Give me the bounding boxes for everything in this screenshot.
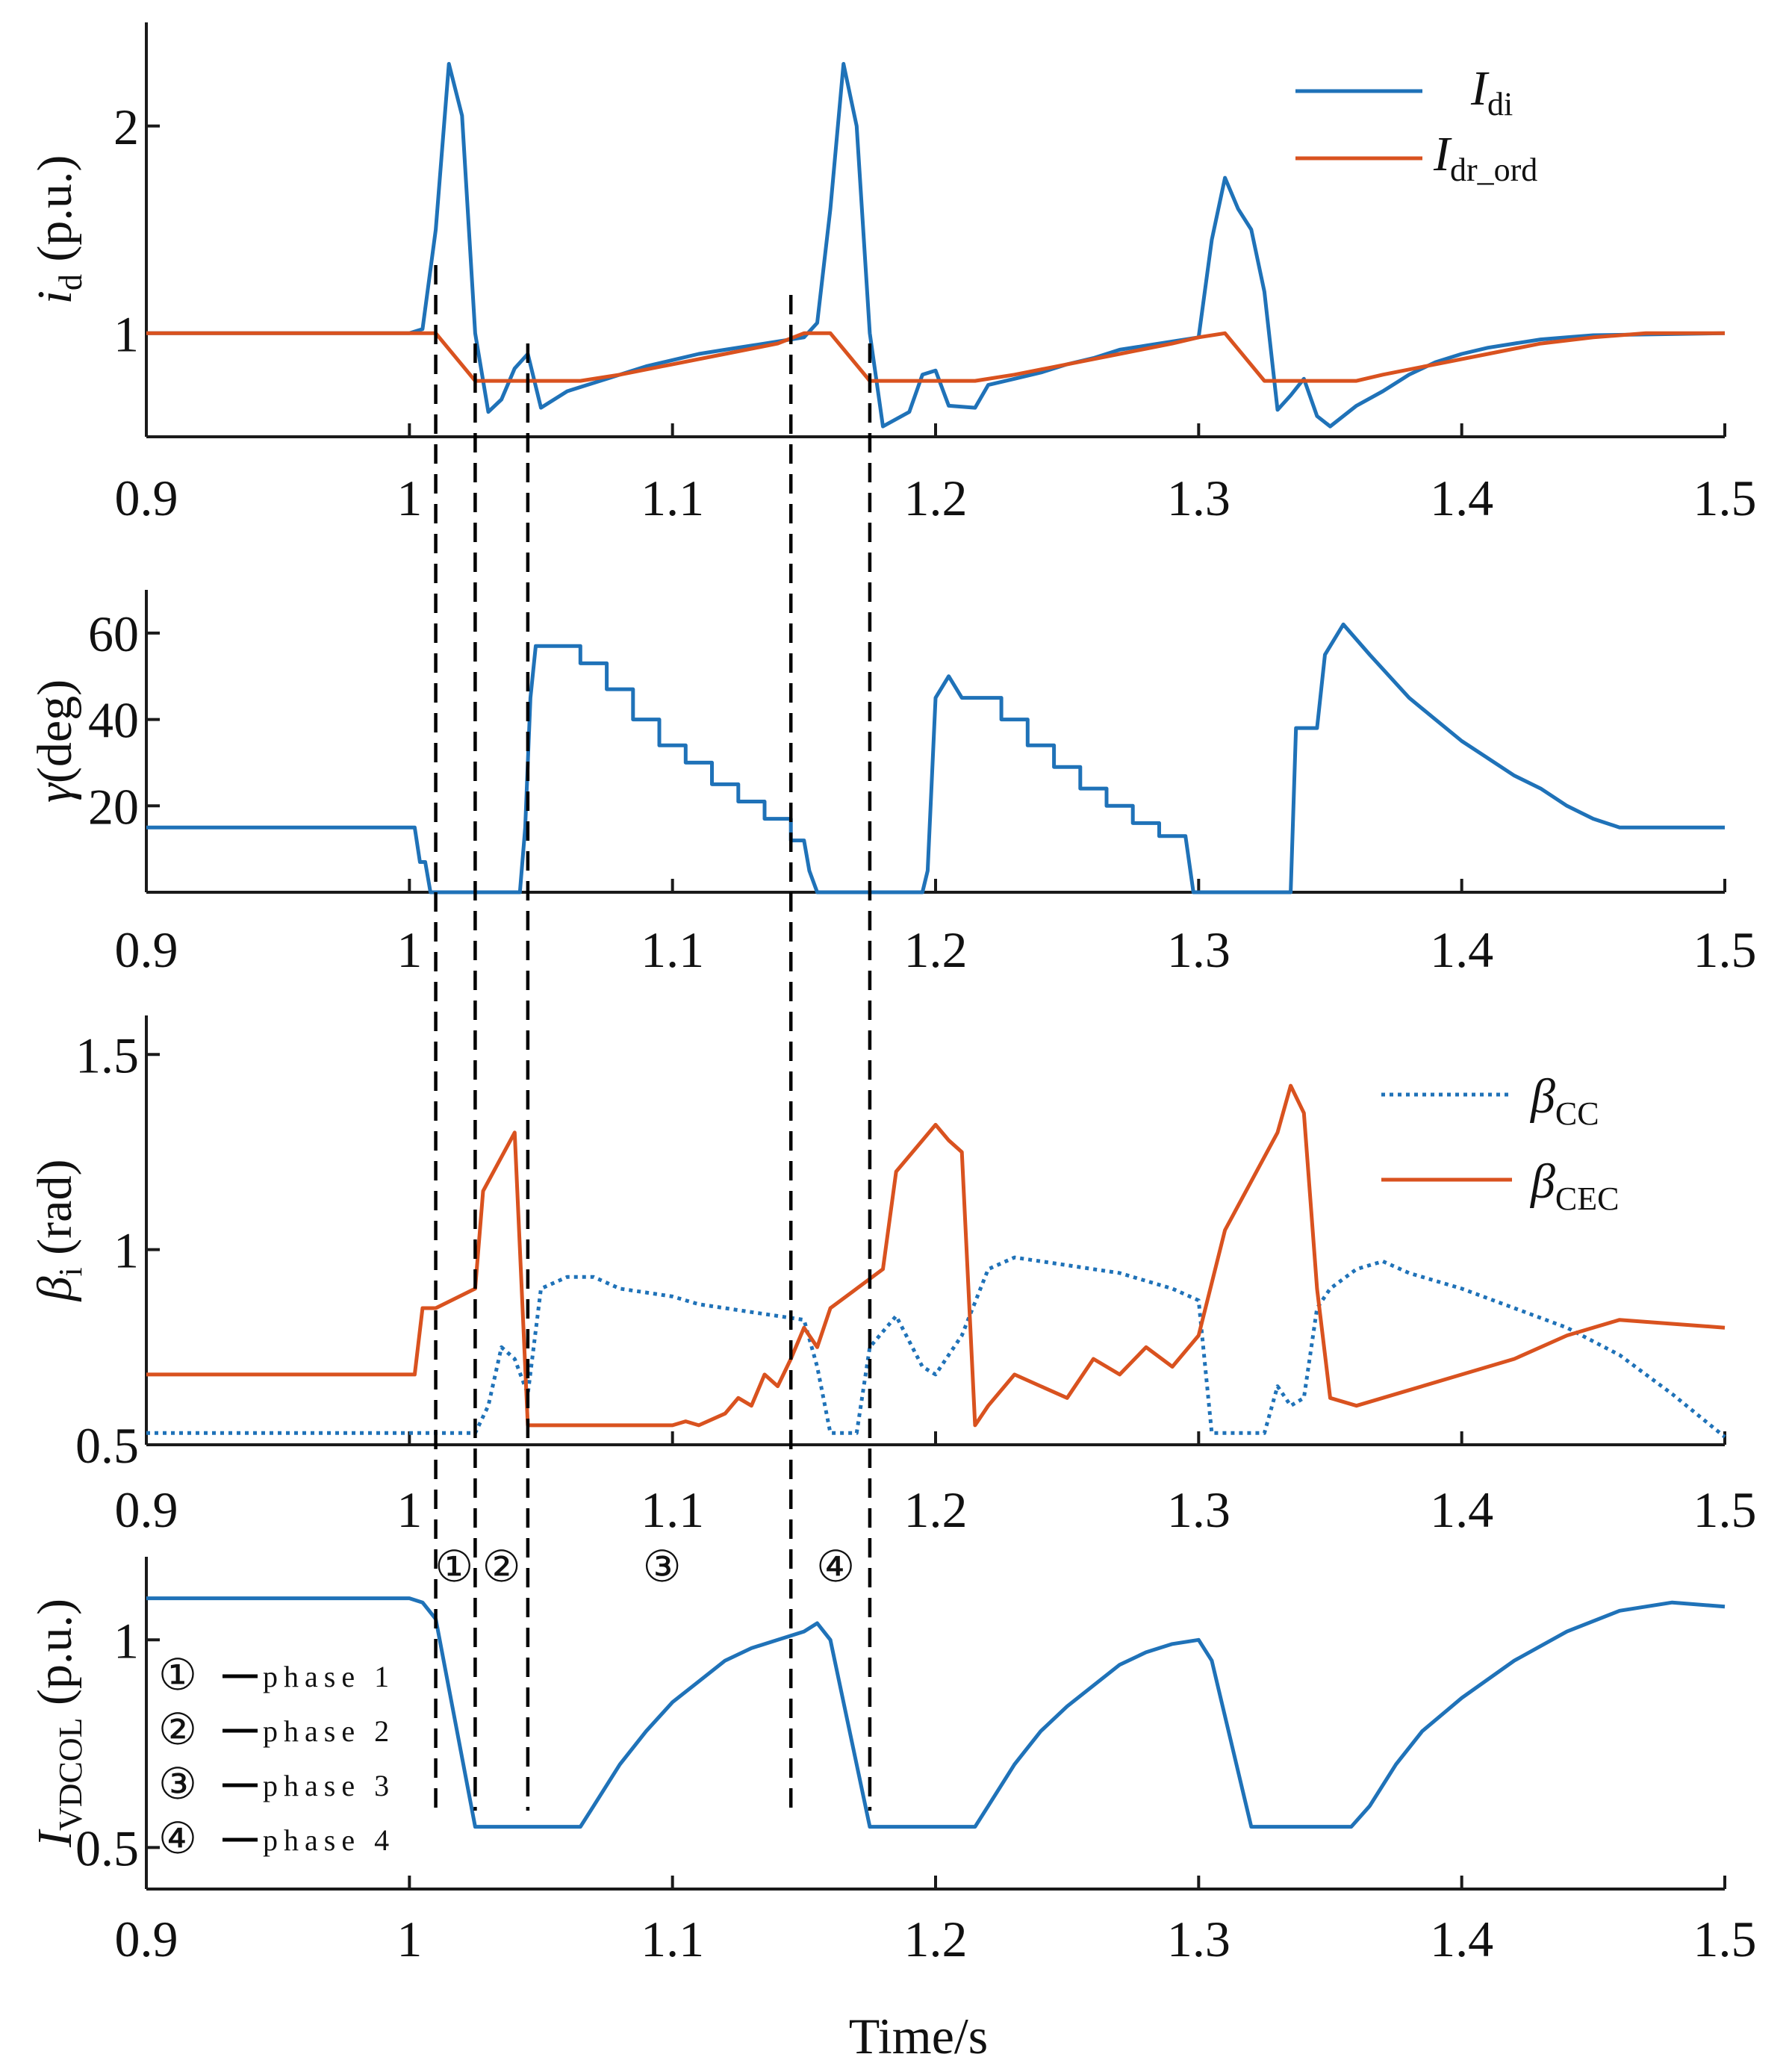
x-tick-label: 0.9: [115, 1911, 178, 1967]
x-tick-label: 1.1: [641, 1911, 704, 1967]
y-tick-label: 1.5: [75, 1027, 139, 1083]
y-tick-label: 0.5: [75, 1417, 139, 1474]
y-tick-label: 1: [113, 1222, 139, 1279]
y-tick-label: 20: [88, 778, 139, 835]
x-tick-label: 1.4: [1430, 921, 1493, 978]
series-line-i-vdcol: [146, 1596, 1726, 1829]
y-tick-label: 2: [113, 99, 139, 155]
phase-legend-text: phase 1: [263, 1660, 395, 1693]
series-line-gamma: [146, 622, 1725, 894]
legend-label-idi: Idi: [1470, 61, 1513, 122]
phase-marker-lines: [434, 265, 872, 1811]
x-tick-label: 1.4: [1430, 470, 1493, 526]
x-tick-label: 0.9: [115, 470, 178, 526]
series-line-beta-cec: [146, 1083, 1726, 1428]
x-tick-label: 1.4: [1430, 1481, 1493, 1538]
phase-legend: ① phase 1 ② phase 2 ③ phase 3 ④ phase 4: [158, 1651, 395, 1863]
x-tick-label: 1: [396, 1481, 422, 1538]
x-tick-label: 1.5: [1693, 1911, 1757, 1967]
legend-label-beta-cc: βCC: [1529, 1069, 1599, 1132]
series-line-i-di: [146, 62, 1726, 429]
x-tick-label: 1.1: [641, 921, 704, 978]
x-tick-label: 1: [396, 1911, 422, 1967]
legend-panel-id: Idi Idr_ord: [1295, 61, 1537, 188]
legend-panel-beta: βCC βCEC: [1381, 1069, 1619, 1217]
x-tick-label: 1.5: [1693, 1481, 1757, 1538]
legend-label-beta-cec: βCEC: [1529, 1154, 1619, 1217]
x-tick-label: 1: [396, 921, 422, 978]
x-tick-label: 1.1: [641, 470, 704, 526]
phase-circle-label: ④: [816, 1543, 855, 1591]
phase-legend-symbol: ①: [158, 1651, 197, 1699]
legend-label-idr-ord: Idr_ord: [1433, 127, 1537, 188]
y-axis-label: γ(deg): [28, 679, 82, 803]
x-tick-label: 1.1: [641, 1481, 704, 1538]
y-tick-label: 60: [88, 606, 139, 662]
y-axis-label: IVDCOL (p.u.): [28, 1599, 89, 1848]
x-tick-label: 1.3: [1167, 1911, 1231, 1967]
panel-gamma: 0.9 1 1.1 1.2 1.3 1.4 1.5 20 40 60γ(deg): [28, 590, 1757, 978]
phase-legend-symbol: ③: [158, 1760, 197, 1808]
phase-legend-symbol: ②: [158, 1705, 197, 1754]
x-tick-label: 0.9: [115, 921, 178, 978]
x-tick-label: 1.2: [904, 921, 968, 978]
panel-beta: 0.9 1 1.1 1.2 1.3 1.4 1.5 0.5 1 1.5 βi (rad): [28, 1015, 1757, 1538]
phase-circle-label: ②: [482, 1543, 521, 1591]
panel-vdcol: 0.9 1 1.1 1.2 1.3 1.4 1.5 0.5 1 IVDCOL (p.u.): [28, 1557, 1757, 1967]
phase-legend-text: phase 3: [263, 1769, 395, 1802]
x-axis-label: Time/s: [849, 2008, 988, 2063]
x-tick-label: 1.3: [1167, 921, 1231, 978]
y-tick-label: 0.5: [75, 1820, 139, 1876]
x-tick-label: 1.5: [1693, 921, 1757, 978]
x-tick-label: 1.2: [904, 470, 968, 526]
x-tick-label: 1: [396, 470, 422, 526]
phase-circle-label: ①: [435, 1543, 473, 1591]
y-tick-label: 40: [88, 692, 139, 749]
phase-legend-text: phase 4: [263, 1823, 395, 1857]
x-tick-label: 0.9: [115, 1481, 178, 1538]
phase-legend-text: phase 2: [263, 1714, 395, 1748]
y-axis-label: βi (rad): [28, 1160, 89, 1303]
x-tick-label: 1.3: [1167, 1481, 1231, 1538]
x-tick-label: 1.2: [904, 1481, 968, 1538]
series-line-i-dr-ord: [146, 331, 1725, 383]
x-tick-label: 1.5: [1693, 470, 1757, 526]
x-tick-label: 1.3: [1167, 470, 1231, 526]
phase-legend-symbol: ④: [158, 1814, 197, 1863]
x-tick-label: 1.4: [1430, 1911, 1493, 1967]
series-line-beta-cc: [146, 1255, 1726, 1439]
y-tick-label: 1: [113, 1612, 139, 1669]
panel-id: 0.9 1 1.1 1.2 1.3 1.4 1.5 1 2 id (p.u.): [28, 22, 1757, 526]
y-axis-label: id (p.u.): [28, 155, 89, 305]
y-tick-label: 1: [113, 305, 139, 362]
x-tick-label: 1.2: [904, 1911, 968, 1967]
phase-circle-label: ③: [643, 1543, 682, 1591]
